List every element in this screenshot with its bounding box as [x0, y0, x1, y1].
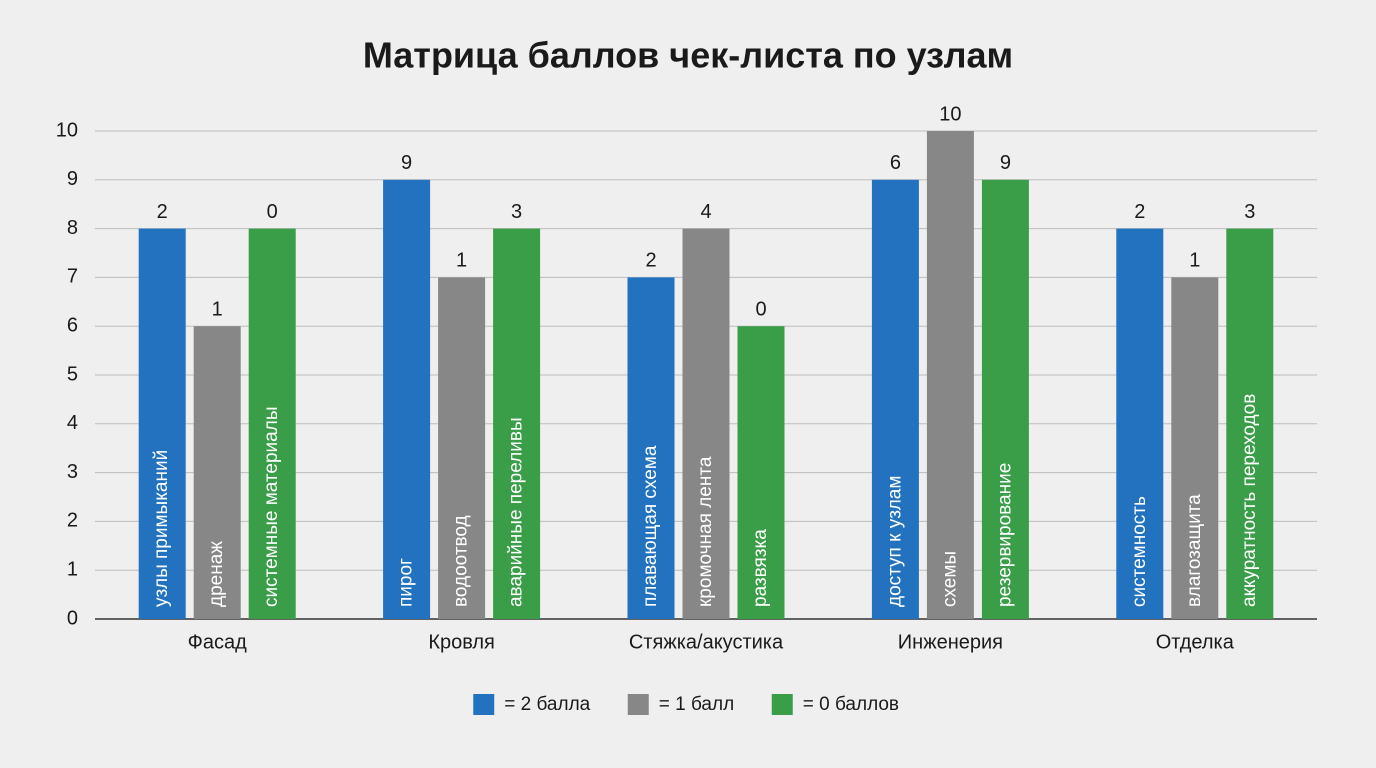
- y-tick-label: 6: [67, 314, 78, 336]
- bar: [926, 131, 974, 619]
- bar-inner-label: схемы: [939, 551, 960, 607]
- bar: [981, 179, 1029, 620]
- y-tick-label: 10: [56, 119, 78, 141]
- bar-inner-label: влагозащита: [1184, 494, 1205, 607]
- bar: [1171, 277, 1219, 619]
- bar: [248, 228, 296, 619]
- count-label: 6: [890, 152, 901, 174]
- bar-inner-label: узлы примыканий: [151, 450, 172, 607]
- bar-inner-label: доступ к узлам: [884, 476, 905, 607]
- bar: [383, 179, 431, 620]
- bar: [627, 277, 675, 619]
- legend-label: = 2 балла: [504, 694, 590, 715]
- y-tick-label: 4: [67, 412, 78, 434]
- y-tick-label: 9: [67, 168, 78, 190]
- x-tick-label: Фасад: [188, 631, 247, 653]
- bar: [138, 228, 186, 619]
- bar-inner-label: системные материалы: [261, 407, 282, 607]
- legend-swatch: [473, 694, 495, 715]
- count-label: 0: [267, 201, 278, 223]
- bar-inner-label: аварийные переливы: [506, 417, 527, 607]
- bar: [193, 326, 241, 619]
- count-label: 9: [401, 152, 412, 174]
- bar-inner-label: аккуратность переходов: [1239, 394, 1260, 607]
- y-tick-label: 0: [67, 607, 78, 629]
- y-tick-label: 8: [67, 217, 78, 239]
- y-tick-label: 3: [67, 461, 78, 483]
- bar-inner-label: водоотвод: [451, 515, 472, 607]
- bar: [1116, 228, 1164, 619]
- count-label: 2: [157, 201, 168, 223]
- count-label: 1: [456, 250, 467, 272]
- count-label: 10: [939, 103, 961, 125]
- bar-inner-label: резервирование: [994, 463, 1015, 607]
- bar-inner-label: развязка: [750, 529, 771, 607]
- legend-swatch: [771, 694, 793, 715]
- bar: [438, 277, 486, 619]
- x-tick-label: Стяжка/акустика: [629, 631, 784, 653]
- chart-title: Матрица баллов чек-листа по узлам: [363, 35, 1013, 76]
- legend-label: = 1 балл: [659, 694, 734, 715]
- bar-inner-label: пирог: [396, 558, 417, 607]
- count-label: 1: [1189, 250, 1200, 272]
- bar-inner-label: кромочная лента: [695, 456, 716, 607]
- count-label: 0: [755, 298, 766, 320]
- count-label: 4: [700, 201, 711, 223]
- bar: [682, 228, 730, 619]
- y-tick-label: 7: [67, 266, 78, 288]
- count-label: 2: [645, 250, 656, 272]
- bar: [737, 326, 785, 619]
- bar: [493, 228, 541, 619]
- y-tick-label: 5: [67, 363, 78, 385]
- y-tick-label: 1: [67, 558, 78, 580]
- x-tick-label: Кровля: [428, 631, 495, 653]
- bar-inner-label: дренаж: [206, 541, 227, 607]
- count-label: 3: [1244, 201, 1255, 223]
- bar: [1226, 228, 1274, 619]
- x-tick-label: Отделка: [1156, 631, 1235, 653]
- x-tick-label: Инженерия: [898, 631, 1003, 653]
- count-label: 2: [1134, 201, 1145, 223]
- count-label: 1: [212, 298, 223, 320]
- bar: [871, 179, 919, 620]
- legend-swatch: [627, 694, 649, 715]
- count-label: 3: [511, 201, 522, 223]
- count-label: 9: [1000, 152, 1011, 174]
- legend-label: = 0 баллов: [803, 694, 899, 715]
- bar-inner-label: системность: [1129, 496, 1150, 607]
- y-tick-label: 2: [67, 510, 78, 532]
- bar-inner-label: плавающая схема: [640, 445, 661, 607]
